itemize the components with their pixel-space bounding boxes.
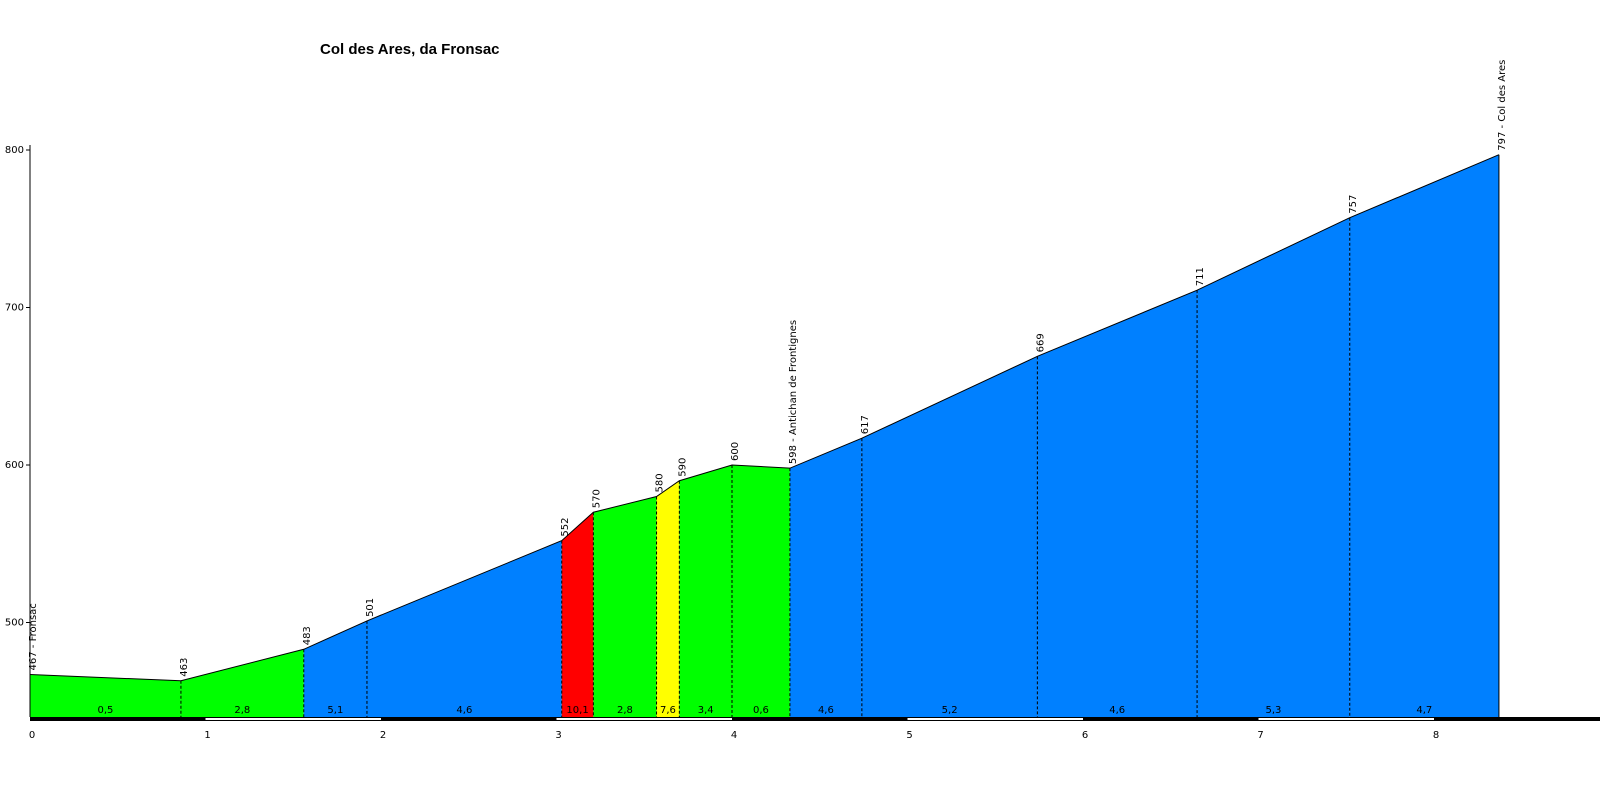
point-labels: 467 - Fronsac 463 483 501 552 570 580 590 600 598… xyxy=(28,60,1508,677)
segment-area xyxy=(732,465,790,717)
point-label: 580 xyxy=(655,473,666,492)
point-label: 757 xyxy=(1348,195,1359,214)
y-tick-label: 500 xyxy=(5,618,24,629)
segment-area xyxy=(789,438,862,717)
point-label: 617 xyxy=(860,415,871,434)
grade-label: 7,6 xyxy=(660,705,676,716)
segment-area xyxy=(366,540,562,717)
point-label: 590 xyxy=(677,458,688,477)
segment-area xyxy=(1197,217,1350,717)
x-tick-label: 4 xyxy=(731,730,737,741)
y-tick-label: 800 xyxy=(5,145,24,156)
grade-label: 4,7 xyxy=(1416,705,1432,716)
grade-labels: 0,5 2,8 5,1 4,6 10,1 2,8 7,6 3,4 0,6 4,6 5,2 4,6 5,3… xyxy=(98,705,1433,716)
point-label: 598 - Antichan de Frontignes xyxy=(788,320,799,464)
point-label: 501 xyxy=(365,598,376,617)
y-tick-label: 700 xyxy=(5,303,24,314)
segment-dividers xyxy=(180,154,1500,717)
point-label: 483 xyxy=(302,626,313,645)
segment-area xyxy=(561,512,594,717)
distance-scale-bar xyxy=(30,717,1600,721)
point-label: 711 xyxy=(1195,267,1206,286)
x-tick-label: 8 xyxy=(1433,730,1439,741)
x-axis: 0 1 2 3 4 5 6 7 8 xyxy=(29,730,1439,741)
scale-bar-white xyxy=(205,718,381,720)
point-label: 600 xyxy=(730,442,741,461)
segment-area xyxy=(593,496,657,717)
point-label: 467 - Fronsac xyxy=(28,603,39,670)
scale-bar-base xyxy=(30,717,1600,721)
grade-label: 0,6 xyxy=(753,705,769,716)
segment-area xyxy=(679,465,732,717)
x-tick-label: 0 xyxy=(29,730,35,741)
point-label: 552 xyxy=(560,518,571,537)
x-tick-label: 7 xyxy=(1257,730,1263,741)
scale-bar-white xyxy=(1258,718,1434,720)
point-label: 570 xyxy=(591,489,602,508)
scale-bar-white xyxy=(556,718,732,720)
grade-label: 5,2 xyxy=(942,705,958,716)
x-tick-label: 2 xyxy=(380,730,386,741)
chart-title: Col des Ares, da Fronsac xyxy=(320,41,500,58)
segment-area xyxy=(303,620,367,717)
grade-label: 5,3 xyxy=(1265,705,1281,716)
point-label: 797 - Col des Ares xyxy=(1497,60,1508,151)
segment-area xyxy=(861,356,1038,717)
grade-label: 3,4 xyxy=(698,705,714,716)
grade-label: 2,8 xyxy=(617,705,633,716)
grade-label: 4,6 xyxy=(456,705,472,716)
segment-area xyxy=(1037,290,1198,717)
grade-label: 10,1 xyxy=(566,705,588,716)
segment-area xyxy=(1349,154,1499,718)
grade-label: 2,8 xyxy=(234,705,250,716)
x-tick-label: 5 xyxy=(906,730,912,741)
scale-bar-white xyxy=(907,718,1083,720)
x-tick-label: 6 xyxy=(1082,730,1088,741)
point-label: 463 xyxy=(179,658,190,677)
grade-label: 0,5 xyxy=(98,705,114,716)
x-tick-label: 1 xyxy=(204,730,210,741)
y-axis: 500 600 700 800 xyxy=(5,145,31,717)
x-tick-label: 3 xyxy=(555,730,561,741)
grade-label: 4,6 xyxy=(1109,705,1125,716)
grade-label: 5,1 xyxy=(327,705,343,716)
grade-label: 4,6 xyxy=(818,705,834,716)
point-label: 669 xyxy=(1035,333,1046,352)
segment-area xyxy=(180,649,304,717)
segment-areas xyxy=(30,154,1499,718)
segment-area xyxy=(656,480,680,717)
segment-area xyxy=(30,674,181,717)
profile-outline xyxy=(29,154,1500,682)
y-tick-label: 600 xyxy=(5,460,24,471)
